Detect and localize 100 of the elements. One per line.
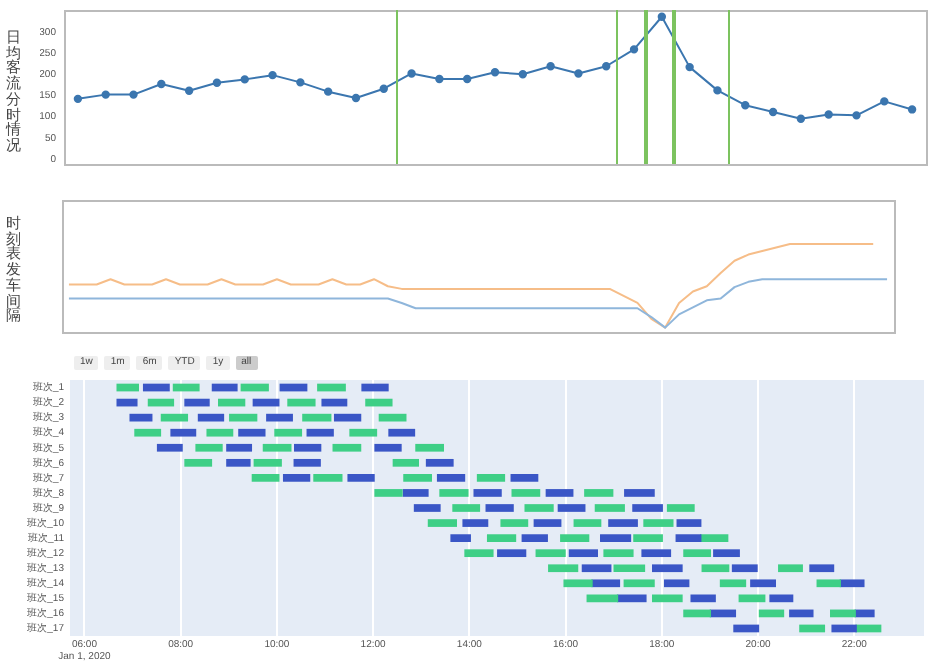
bar [349, 428, 378, 437]
bar [462, 519, 489, 527]
bar [238, 428, 266, 437]
bar [713, 549, 740, 558]
bar [388, 428, 416, 437]
bar [361, 383, 389, 392]
bar [664, 579, 690, 588]
point [602, 62, 611, 71]
bar [274, 428, 303, 437]
point [379, 84, 388, 93]
bar [676, 519, 702, 527]
point [462, 74, 472, 84]
bar [701, 564, 730, 573]
bar [510, 474, 539, 482]
bar [184, 458, 213, 467]
bar [293, 458, 321, 467]
point [129, 90, 138, 99]
point [852, 111, 861, 120]
bar [690, 594, 716, 603]
bar [608, 519, 638, 527]
bar [251, 474, 280, 482]
bar [116, 383, 139, 392]
bar [142, 383, 170, 392]
bar [591, 579, 621, 588]
bar [563, 579, 593, 588]
bar [226, 458, 251, 467]
bar [211, 383, 238, 392]
point [407, 69, 416, 78]
bar [402, 489, 429, 497]
point [657, 12, 667, 21]
bar [731, 564, 758, 573]
point [824, 110, 833, 119]
point [490, 67, 500, 77]
bar [651, 594, 683, 603]
bar [568, 549, 598, 558]
bar [613, 564, 646, 573]
bar [809, 564, 835, 573]
bar [206, 428, 234, 437]
bar [584, 489, 614, 497]
bar [134, 428, 162, 437]
point [741, 100, 750, 110]
point [796, 114, 806, 123]
bar [616, 594, 647, 603]
bar [573, 519, 602, 527]
bar [511, 489, 541, 497]
bar [500, 519, 529, 527]
bar [313, 474, 343, 482]
point [629, 45, 639, 54]
bar [830, 609, 856, 618]
bar [816, 579, 841, 588]
point [685, 62, 694, 72]
point [768, 107, 778, 117]
bar [439, 489, 469, 497]
bar [425, 458, 454, 467]
point [518, 70, 528, 79]
bar [464, 549, 494, 558]
bar [750, 579, 776, 588]
bar [651, 564, 683, 573]
bar [769, 594, 794, 603]
bar [738, 594, 766, 603]
bar [683, 609, 712, 618]
bar [623, 579, 655, 588]
bar [778, 564, 803, 573]
point [323, 87, 333, 96]
bar [240, 383, 269, 392]
point [184, 86, 194, 96]
point [296, 78, 305, 87]
bar [586, 594, 619, 603]
bar [476, 474, 506, 482]
bar [403, 474, 432, 482]
bar [535, 549, 566, 558]
point [546, 62, 555, 71]
point [880, 97, 889, 106]
bar [317, 383, 346, 392]
bar [641, 549, 672, 558]
point [435, 74, 444, 84]
bar [581, 564, 612, 573]
bar [548, 564, 579, 573]
point [212, 78, 222, 87]
bar [603, 549, 634, 558]
point [268, 70, 277, 80]
bar [374, 489, 403, 497]
point [907, 105, 917, 114]
point [101, 90, 110, 99]
bar [643, 519, 674, 527]
bar [473, 489, 502, 497]
bar [253, 458, 282, 467]
point [713, 86, 722, 95]
bar [170, 428, 197, 437]
point [157, 79, 166, 89]
point [73, 94, 83, 104]
point [574, 69, 583, 78]
bar [347, 474, 375, 482]
bar [306, 428, 334, 437]
bar [683, 549, 712, 558]
bar [172, 383, 200, 392]
bar [789, 609, 814, 618]
bar [533, 519, 562, 527]
bar [545, 489, 574, 497]
bar [497, 549, 527, 558]
